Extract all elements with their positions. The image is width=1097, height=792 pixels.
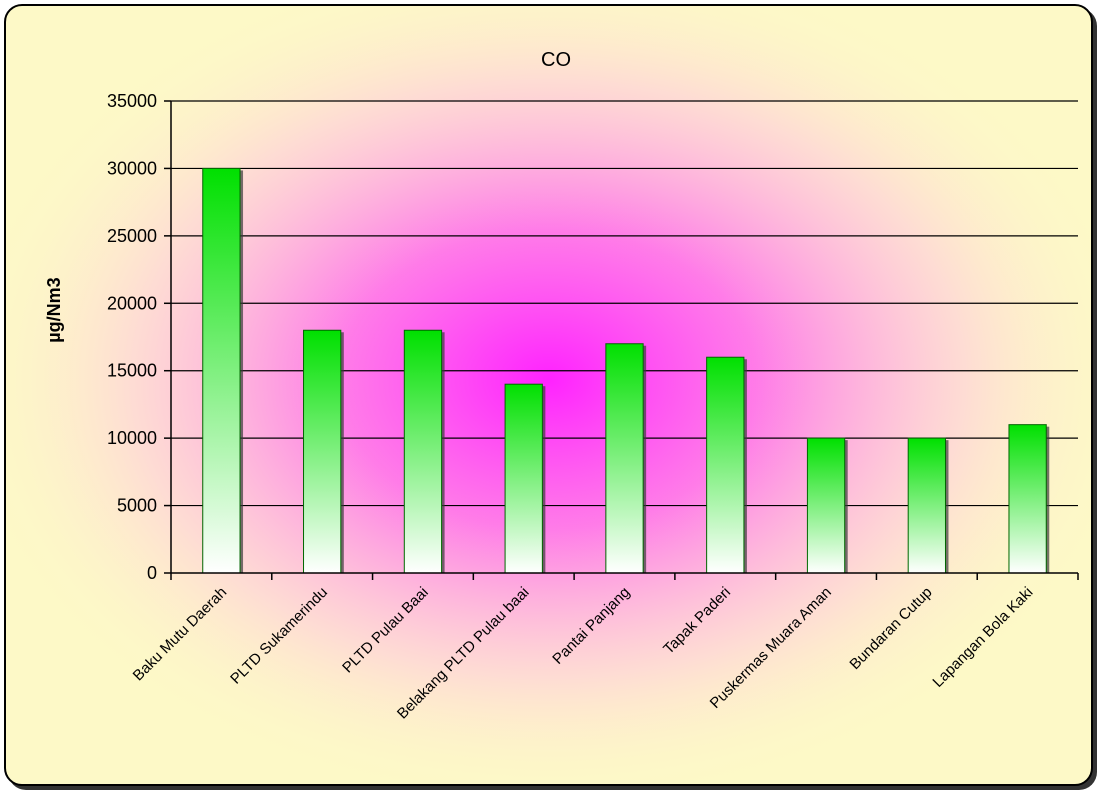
y-tick-label: 15000 <box>107 361 157 381</box>
y-axis-label: µg/Nm3 <box>44 277 64 342</box>
y-tick-label: 25000 <box>107 226 157 246</box>
bar <box>605 343 644 574</box>
y-tick-label: 5000 <box>117 496 157 516</box>
bar <box>303 329 342 574</box>
bars <box>202 167 1050 574</box>
y-tick-labels: 0 5000 10000 15000 20000 25000 30000 35000 <box>107 91 157 583</box>
bar <box>706 356 745 574</box>
bar <box>202 167 241 574</box>
bar <box>907 437 946 574</box>
chart-title: CO <box>541 49 571 71</box>
bar <box>504 383 543 574</box>
y-tick-label: 35000 <box>107 91 157 111</box>
chart-frame: CO µg/Nm3 0 5000 10000 15000 20000 25000 30000… <box>4 4 1093 786</box>
y-tick-label: 30000 <box>107 158 157 178</box>
y-tick-label: 0 <box>147 563 157 583</box>
bar-chart: CO µg/Nm3 0 5000 10000 15000 20000 25000 30000… <box>6 6 1091 784</box>
bar <box>806 437 846 574</box>
y-tick-label: 20000 <box>107 293 157 313</box>
plot-background-glow <box>6 6 1091 784</box>
bar <box>1008 424 1047 574</box>
axes <box>164 100 1079 580</box>
y-tick-label: 10000 <box>107 428 157 448</box>
bar <box>403 329 443 574</box>
